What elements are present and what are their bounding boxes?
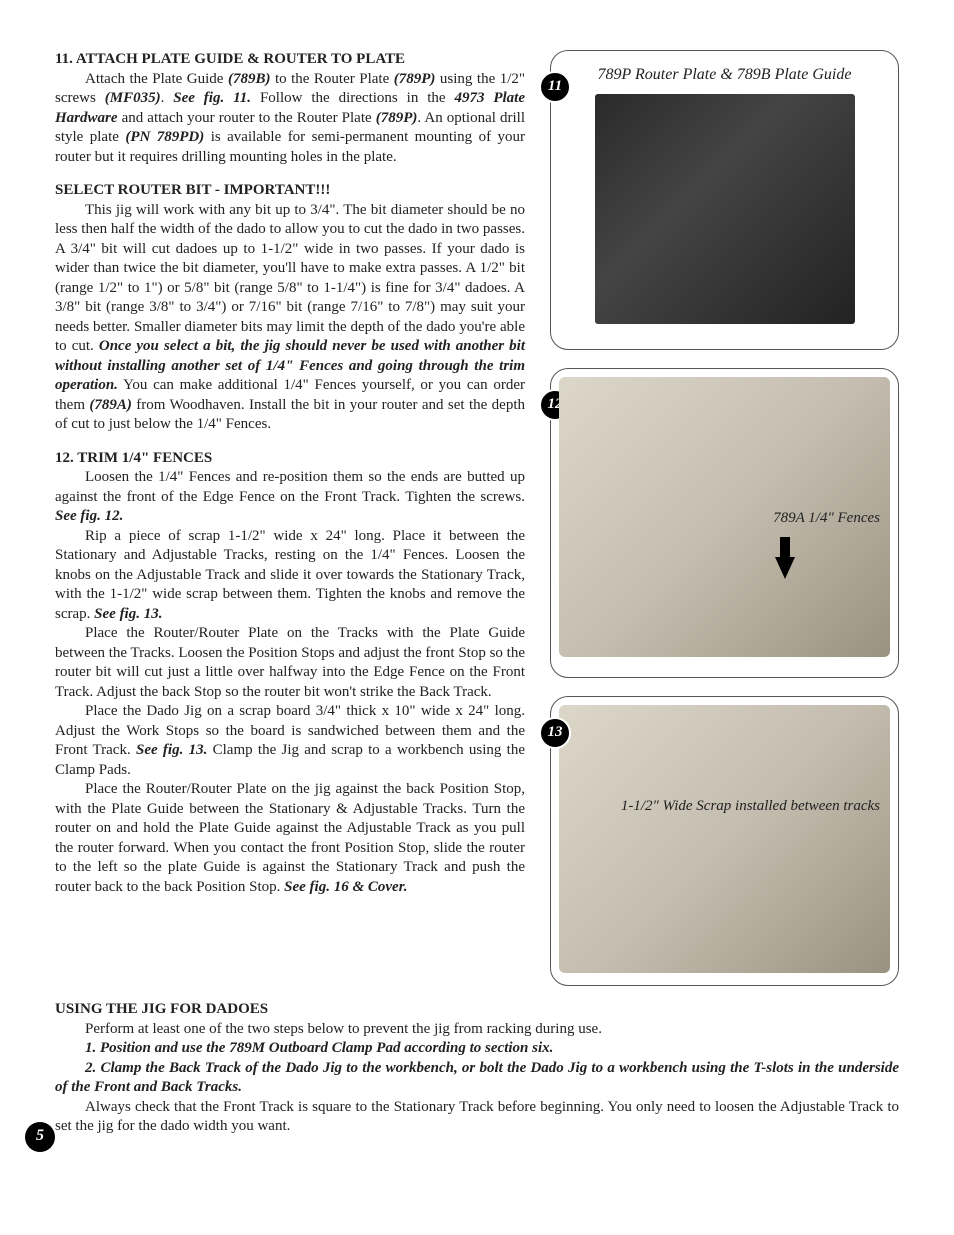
section-11-paragraph: Attach the Plate Guide (789B) to the Rou… [55, 70, 525, 168]
using-p1: Perform at least one of the two steps be… [55, 1020, 899, 1040]
s12-p1: Loosen the 1/4" Fences and re-position t… [55, 468, 525, 527]
using-heading: USING THE JIG FOR DADOES [55, 1000, 899, 1020]
s12-p4: Place the Dado Jig on a scrap board 3/4"… [55, 702, 525, 780]
figure-12: 12 789A 1/4" Fences [550, 368, 899, 678]
select-paragraph: This jig will work with any bit up to 3/… [55, 201, 525, 435]
figure-13: 13 1-1/2" Wide Scrap installed between t… [550, 696, 899, 986]
right-column: 11 789P Router Plate & 789B Plate Guide … [550, 50, 899, 986]
section-12-heading: 12. TRIM 1/4" FENCES [55, 449, 525, 469]
figure-11-badge: 11 [539, 71, 571, 103]
s12-p2: Rip a piece of scrap 1-1/2" wide x 24" l… [55, 527, 525, 625]
arrow-down-icon [775, 557, 795, 579]
using-step-1: 1. Position and use the 789M Outboard Cl… [55, 1039, 899, 1059]
using-p2: Always check that the Front Track is squ… [55, 1098, 899, 1137]
select-heading: SELECT ROUTER BIT - IMPORTANT!!! [55, 181, 525, 201]
s12-p3: Place the Router/Router Plate on the Tra… [55, 624, 525, 702]
figure-13-label: 1-1/2" Wide Scrap installed between trac… [621, 797, 880, 815]
using-section: USING THE JIG FOR DADOES Perform at leas… [55, 1000, 899, 1137]
figure-13-image [559, 705, 890, 973]
figure-11-image [595, 94, 855, 324]
left-column: 11. ATTACH PLATE GUIDE & ROUTER TO PLATE… [55, 50, 525, 986]
figure-11-caption: 789P Router Plate & 789B Plate Guide [559, 65, 890, 86]
page-number: 5 [25, 1122, 55, 1152]
arrow-icon [780, 537, 790, 559]
figure-12-label: 789A 1/4" Fences [773, 509, 880, 527]
figure-11: 11 789P Router Plate & 789B Plate Guide [550, 50, 899, 350]
s12-p5: Place the Router/Router Plate on the jig… [55, 780, 525, 897]
section-11-heading: 11. ATTACH PLATE GUIDE & ROUTER TO PLATE [55, 50, 525, 70]
figure-13-badge: 13 [539, 717, 571, 749]
using-step-2: 2. Clamp the Back Track of the Dado Jig … [55, 1059, 899, 1098]
